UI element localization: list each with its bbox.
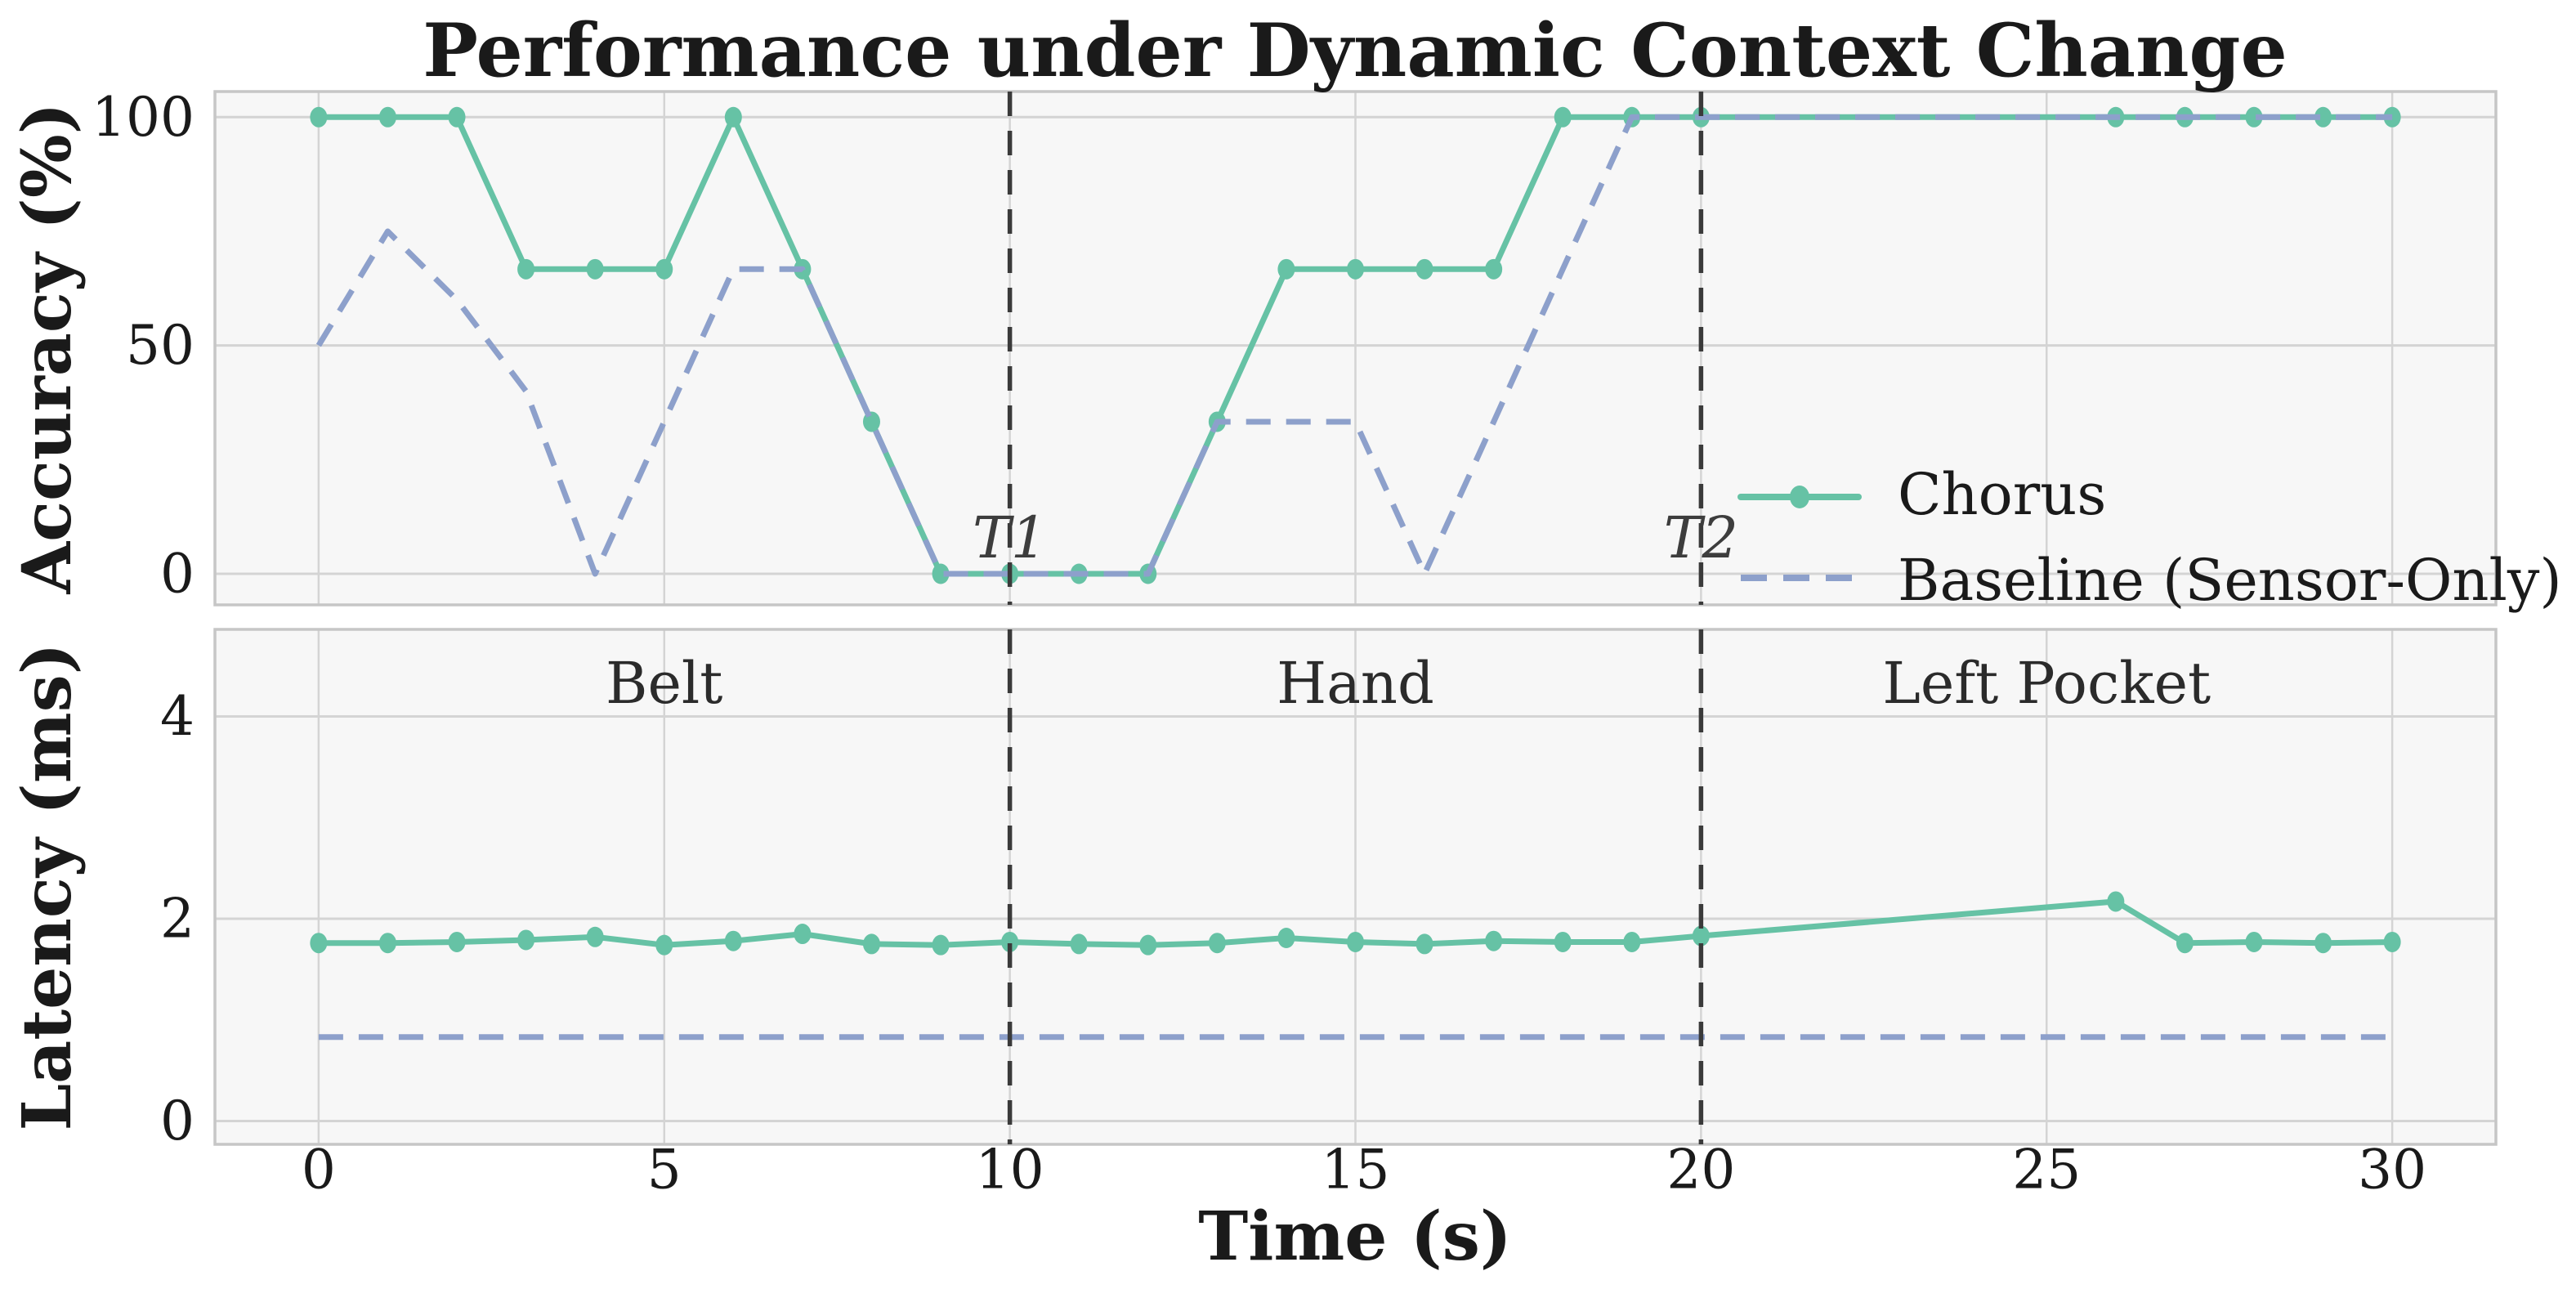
xtick-label: 20 (1666, 1139, 1735, 1202)
chart-title: Performance under Dynamic Context Change (423, 7, 2287, 94)
latency-chorus-marker (1485, 930, 1503, 951)
xtick-label: 0 (302, 1139, 336, 1202)
accuracy-ytick-label: 100 (92, 86, 195, 149)
latency-chorus-marker (1070, 933, 1088, 955)
accuracy-chorus-marker (378, 106, 396, 128)
latency-chorus-marker (1623, 931, 1641, 952)
latency-chorus-marker (1001, 931, 1019, 952)
latency-chorus-marker (2314, 933, 2332, 954)
latency-chorus-marker (1277, 928, 1295, 949)
latency-chorus-marker (517, 929, 535, 951)
axes-spines (213, 90, 2498, 1146)
latency-chorus-marker (448, 931, 466, 952)
accuracy-chorus-marker (310, 106, 328, 128)
accuracy-chorus-marker (1347, 258, 1364, 280)
annotations: T1 T2 Belt Hand Left Pocket (606, 92, 2211, 1144)
t2-label: T2 (1664, 504, 1738, 571)
accuracy-chorus-marker (2314, 106, 2332, 128)
accuracy-axis-label: Accuracy (%) (8, 102, 87, 594)
latency-chorus-marker (378, 933, 396, 954)
accuracy-ytick-label: 50 (126, 314, 195, 377)
latency-chorus-marker (1347, 931, 1364, 952)
tick-labels: 0 50 100 0 2 4 0 5 10 15 20 25 30 (92, 86, 2426, 1202)
latency-chorus-marker (2176, 933, 2194, 954)
latency-chorus-marker (2107, 891, 2125, 912)
accuracy-chorus-marker (586, 258, 604, 280)
latency-chorus-marker (1554, 931, 1572, 952)
latency-ytick-label: 2 (160, 887, 195, 950)
gridlines (215, 92, 2496, 1144)
accuracy-chorus-marker (724, 106, 742, 128)
xtick-label: 15 (1322, 1139, 1390, 1202)
xtick-label: 30 (2358, 1139, 2426, 1202)
latency-chorus-marker (794, 924, 812, 945)
context-label-hand: Hand (1277, 650, 1434, 717)
accuracy-spine (213, 90, 2498, 606)
latency-chorus-marker (1415, 933, 1433, 955)
latency-spine (213, 628, 2498, 1146)
latency-chorus-marker (1208, 933, 1226, 954)
latency-chorus-marker (1692, 925, 1710, 947)
latency-ytick-label: 4 (160, 685, 195, 748)
latency-chorus-marker (1139, 934, 1157, 956)
accuracy-ytick-label: 0 (160, 543, 195, 606)
xtick-label: 10 (976, 1139, 1044, 1202)
latency-chorus-marker (586, 926, 604, 947)
latency-axis-label: Latency (ms) (8, 642, 87, 1130)
latency-ytick-label: 0 (160, 1090, 195, 1153)
accuracy-chorus-marker (2245, 106, 2263, 128)
accuracy-chorus-marker (2383, 106, 2401, 128)
xtick-label: 5 (647, 1139, 682, 1202)
legend-chorus-label: Chorus (1898, 461, 2106, 528)
accuracy-chorus-marker (932, 563, 950, 584)
accuracy-chorus-marker (1277, 258, 1295, 280)
accuracy-chorus-marker (1554, 106, 1572, 128)
context-label-belt: Belt (606, 650, 722, 717)
latency-chorus-marker (862, 933, 880, 955)
latency-chorus-marker (655, 934, 673, 956)
latency-chorus-marker (2245, 931, 2263, 952)
legend: Chorus Baseline (Sensor-Only) (1737, 461, 2562, 614)
latency-chorus-marker (932, 934, 950, 956)
accuracy-chorus-marker (1485, 258, 1503, 280)
xtick-label: 25 (2012, 1139, 2081, 1202)
accuracy-chorus-marker (517, 258, 535, 280)
latency-chorus-marker (2383, 931, 2401, 952)
time-axis-label: Time (s) (1198, 1197, 1511, 1276)
t1-label: T1 (973, 504, 1047, 571)
legend-baseline-label: Baseline (Sensor-Only) (1898, 547, 2562, 614)
latency-chorus-marker (310, 933, 328, 954)
latency-chorus-line (318, 898, 2393, 948)
legend-chorus-marker-icon (1790, 486, 1809, 508)
data-series (310, 106, 2401, 1041)
accuracy-chorus-marker (448, 106, 466, 128)
latency-chorus-marker (724, 930, 742, 951)
accuracy-chorus-marker (1415, 258, 1433, 280)
accuracy-chorus-marker (655, 258, 673, 280)
context-label-left-pocket: Left Pocket (1882, 650, 2211, 717)
